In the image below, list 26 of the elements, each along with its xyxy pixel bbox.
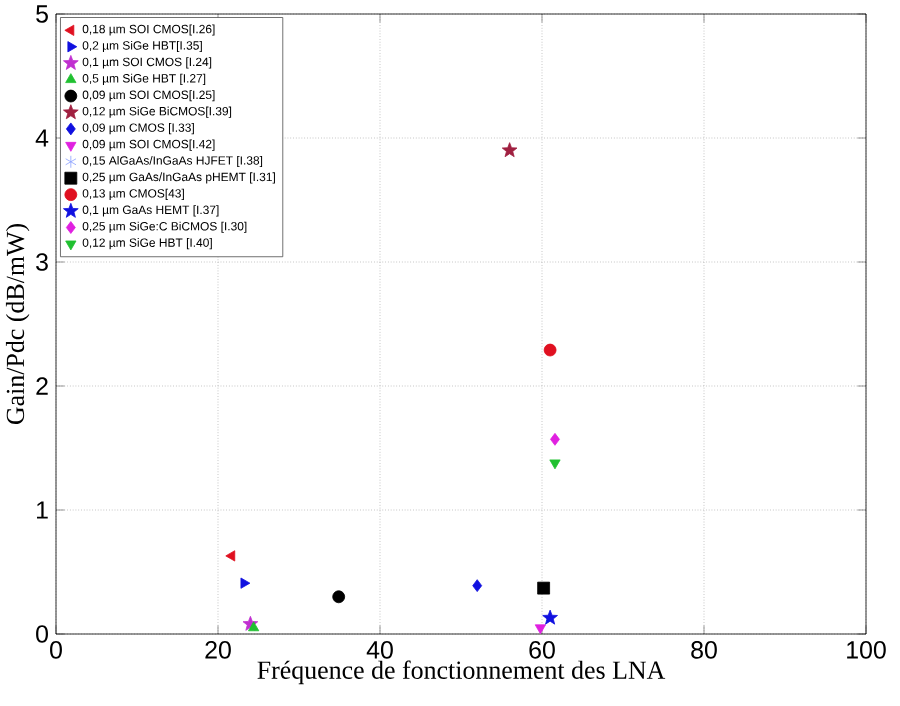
point: [549, 459, 561, 470]
point: [472, 579, 483, 593]
y-tick-label: 0: [36, 625, 48, 643]
x-tick-label: 100: [847, 641, 886, 659]
y-tick-label: 1: [37, 501, 48, 519]
y-tick-label: 2: [36, 377, 48, 395]
x-tick-label: 60: [529, 641, 555, 659]
x-axis-title: Fréquence de fonctionnement des LNA: [257, 660, 666, 685]
x-tick-label: 40: [366, 641, 393, 659]
point: [542, 609, 558, 625]
point: [248, 621, 260, 632]
x-tick-label: 80: [691, 641, 717, 659]
point: [240, 577, 251, 589]
point: [225, 550, 236, 562]
y-tick-label: 4: [35, 129, 49, 147]
y-tick-label: 3: [36, 253, 48, 271]
point: [332, 590, 346, 604]
point: [534, 624, 546, 635]
point: [543, 343, 557, 357]
point: [537, 581, 550, 595]
point: [501, 142, 518, 158]
x-tick-label: 20: [205, 641, 231, 659]
x-tick-label: 0: [50, 641, 62, 659]
y-axis-title: Gain/Pdc (dB/mW): [5, 224, 30, 425]
point: [550, 432, 560, 446]
y-tick-label: 5: [36, 5, 48, 23]
